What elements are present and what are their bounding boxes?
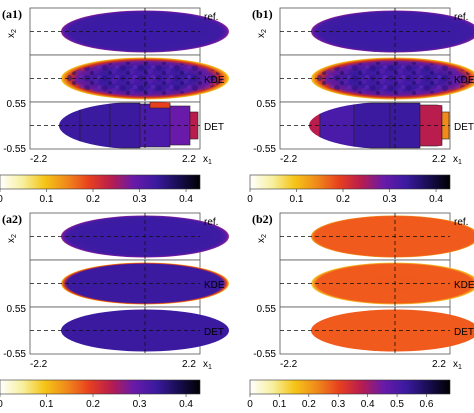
row-label-det: DET bbox=[204, 327, 224, 338]
panel-a2: (a2) x2 ref. KDE DET 0.55 -0.55 -2.2 2.2 x1 0 0.1 0.… bbox=[0, 212, 229, 410]
row-ref: ref. bbox=[29, 212, 229, 261]
row-ref: ref. bbox=[29, 7, 229, 56]
row-label-kde: KDE bbox=[204, 75, 225, 86]
row-det: DET bbox=[29, 306, 229, 355]
x-tick-left: -2.2 bbox=[280, 359, 298, 370]
colorbar-tick-label: 0.1 bbox=[40, 194, 54, 205]
y-tick-top: 0.55 bbox=[257, 99, 277, 110]
x-tick-right: 2.2 bbox=[182, 359, 196, 370]
colorbar-tick-label: 0.3 bbox=[133, 399, 147, 410]
colorbar-tick-label: 0.1 bbox=[290, 194, 304, 205]
colorbar-tick-label: 0.1 bbox=[40, 399, 54, 410]
panel-label: (a1) bbox=[2, 7, 22, 21]
colorbar-tick-label: 0.5 bbox=[390, 399, 404, 410]
colorbar-tick-label: 0.4 bbox=[179, 399, 193, 410]
y-tick-bottom: -0.55 bbox=[3, 144, 26, 155]
x-axis-subscript: 1 bbox=[458, 364, 462, 371]
y-axis-label: x2 bbox=[256, 29, 268, 38]
row-ref: ref. bbox=[279, 7, 474, 56]
panel-label: (b2) bbox=[252, 212, 273, 226]
row-label-ref: ref. bbox=[204, 12, 218, 23]
row-label-det: DET bbox=[204, 122, 224, 133]
y-axis-subscript: 2 bbox=[261, 29, 268, 33]
y-axis-subscript: 2 bbox=[261, 234, 268, 238]
colorbar-tick-label: 0.2 bbox=[86, 399, 100, 410]
panel-b1: (b1) x2 ref. KDE DET 0.55 -0.55 -2.2 2.2 x1 0 0.1 0.… bbox=[247, 7, 474, 205]
colorbar-tick-label: 0 bbox=[0, 194, 3, 205]
row-kde: KDE bbox=[29, 259, 229, 308]
row-label-ref: ref. bbox=[454, 12, 468, 23]
x-tick-right: 2.2 bbox=[432, 359, 446, 370]
colorbar bbox=[0, 379, 201, 395]
row-det: DET bbox=[279, 306, 474, 355]
colorbar-tick-label: 0.1 bbox=[272, 399, 286, 410]
colorbar-tick-label: 0.3 bbox=[331, 399, 345, 410]
colorbar-tick-label: 0.3 bbox=[383, 194, 397, 205]
colorbar-tick-label: 0.4 bbox=[179, 194, 193, 205]
y-axis-subscript: 2 bbox=[11, 29, 18, 33]
x-tick-left: -2.2 bbox=[30, 359, 48, 370]
x-axis-subscript: 1 bbox=[208, 159, 212, 166]
x-axis-label: x1 bbox=[453, 154, 462, 166]
row-label-ref: ref. bbox=[454, 217, 468, 228]
y-tick-bottom: -0.55 bbox=[253, 144, 276, 155]
x-axis-label: x1 bbox=[203, 359, 212, 371]
panel-label: (a2) bbox=[2, 212, 22, 226]
x-axis-label: x1 bbox=[453, 359, 462, 371]
y-tick-top: 0.55 bbox=[7, 99, 27, 110]
row-label-ref: ref. bbox=[204, 217, 218, 228]
row-label-det: DET bbox=[454, 327, 474, 338]
row-kde: KDE bbox=[29, 54, 229, 103]
row-kde: KDE bbox=[279, 259, 474, 308]
y-tick-top: 0.55 bbox=[257, 304, 277, 315]
colorbar bbox=[0, 174, 201, 190]
colorbar-tick-label: 0 bbox=[247, 194, 253, 205]
x-tick-left: -2.2 bbox=[30, 154, 48, 165]
panel-b2: (b2) x2 ref. KDE DET 0.55 -0.55 -2.2 2.2 x1 0 0.1 0.… bbox=[247, 212, 474, 410]
y-tick-top: 0.55 bbox=[7, 304, 27, 315]
det-cell bbox=[149, 101, 171, 109]
row-ref: ref. bbox=[279, 212, 474, 261]
colorbar bbox=[249, 174, 451, 190]
row-label-kde: KDE bbox=[454, 75, 474, 86]
y-axis-label: x2 bbox=[256, 234, 268, 243]
colorbar-tick-label: 0 bbox=[0, 399, 3, 410]
x-tick-right: 2.2 bbox=[432, 154, 446, 165]
y-tick-bottom: -0.55 bbox=[3, 349, 26, 360]
row-kde: KDE bbox=[279, 54, 474, 103]
colorbar-tick-label: 0.3 bbox=[133, 194, 147, 205]
row-label-det: DET bbox=[454, 122, 474, 133]
y-axis-subscript: 2 bbox=[11, 234, 18, 238]
colorbar-tick-label: 0 bbox=[247, 399, 253, 410]
colorbar bbox=[249, 379, 451, 395]
panel-a1: (a1) x2 ref. KDE DET 0.55 -0.55 -2.2 2.2 x1 0 0.1 0.… bbox=[0, 7, 229, 205]
y-tick-bottom: -0.55 bbox=[253, 349, 276, 360]
colorbar-tick-label: 0.2 bbox=[86, 194, 100, 205]
y-axis-label: x2 bbox=[6, 29, 18, 38]
colorbar-tick-label: 0.4 bbox=[429, 194, 443, 205]
colorbar-tick-label: 0.2 bbox=[336, 194, 350, 205]
y-axis-label: x2 bbox=[6, 234, 18, 243]
row-label-kde: KDE bbox=[204, 280, 225, 291]
row-det: DET bbox=[279, 101, 474, 150]
row-label-kde: KDE bbox=[454, 280, 474, 291]
x-axis-subscript: 1 bbox=[458, 159, 462, 166]
panel-label: (b1) bbox=[252, 7, 273, 21]
x-tick-right: 2.2 bbox=[182, 154, 196, 165]
colorbar-tick-label: 0.4 bbox=[361, 399, 375, 410]
x-tick-left: -2.2 bbox=[280, 154, 298, 165]
colorbar-tick-label: 0.6 bbox=[420, 399, 434, 410]
row-det: DET bbox=[29, 101, 224, 150]
x-axis-subscript: 1 bbox=[208, 364, 212, 371]
colorbar-tick-label: 0.2 bbox=[302, 399, 316, 410]
x-axis-label: x1 bbox=[203, 154, 212, 166]
